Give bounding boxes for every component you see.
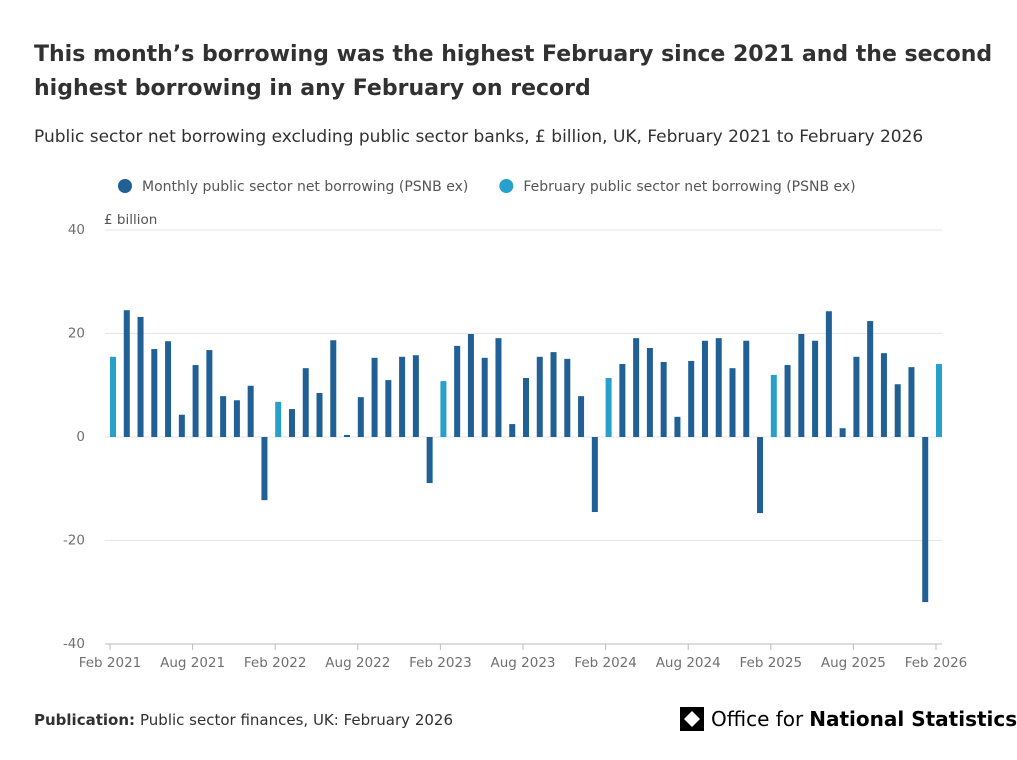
logo-text: Office for <box>711 707 804 731</box>
bar <box>523 378 529 437</box>
bar <box>619 364 626 437</box>
legend-swatch <box>499 179 514 193</box>
bar <box>233 400 240 437</box>
footer: Publication: Public sector finances, UK: … <box>34 711 453 729</box>
bar <box>729 368 736 437</box>
bar <box>880 353 887 437</box>
bar <box>302 368 309 437</box>
bar <box>261 437 268 501</box>
legend-label: February public sector net borrowing (PS… <box>523 179 855 195</box>
bar <box>316 393 323 437</box>
y-tick-label: 40 <box>68 222 85 238</box>
bar <box>605 378 612 437</box>
bar <box>412 355 419 437</box>
bar <box>440 381 447 437</box>
legend-label: Monthly public sector net borrowing (PSN… <box>142 179 468 195</box>
x-tick-label: Feb 2024 <box>574 655 637 671</box>
bar <box>908 367 915 437</box>
bar <box>660 361 667 437</box>
bar <box>646 347 653 437</box>
bar <box>206 350 213 437</box>
bar <box>688 360 695 437</box>
bar <box>178 414 185 437</box>
x-tick-label: Aug 2022 <box>325 655 390 671</box>
bar <box>247 385 254 437</box>
bar <box>757 437 764 514</box>
logo-text: National Statistics <box>809 707 1017 731</box>
y-axis-label: £ billion <box>104 212 157 228</box>
bar <box>220 396 227 437</box>
bar <box>371 357 378 437</box>
bar <box>467 334 474 437</box>
bar <box>481 357 488 437</box>
y-tick-label: -20 <box>63 533 85 549</box>
bar <box>509 424 516 437</box>
bar <box>385 380 392 437</box>
x-tick-label: Feb 2021 <box>79 655 142 671</box>
bar <box>426 437 433 484</box>
x-tick-label: Aug 2021 <box>160 655 225 671</box>
bar <box>674 416 681 437</box>
bar <box>330 340 337 437</box>
bar <box>578 396 585 437</box>
bar <box>812 340 819 437</box>
bar <box>825 311 832 437</box>
publication: Public sector finances, UK: February 202… <box>140 711 453 729</box>
bar <box>784 365 791 437</box>
y-tick-label: -40 <box>63 636 85 652</box>
bar <box>344 434 351 437</box>
x-tick-label: Feb 2025 <box>740 655 803 671</box>
y-tick-label: 20 <box>68 326 85 342</box>
logo-mark <box>684 711 700 727</box>
chart-title: highest borrowing in any February on rec… <box>34 76 591 101</box>
bar <box>770 374 777 437</box>
x-tick-label: Feb 2026 <box>905 655 968 671</box>
x-tick-label: Aug 2025 <box>821 655 886 671</box>
chart-title: This month’s borrowing was the highest F… <box>34 42 992 67</box>
bar <box>894 384 901 437</box>
bar <box>110 356 116 437</box>
bar <box>936 364 942 437</box>
bar <box>564 358 571 437</box>
bar <box>743 340 750 437</box>
bar <box>853 356 860 437</box>
bar <box>701 340 708 437</box>
bar <box>922 437 929 603</box>
bar <box>288 409 295 437</box>
x-tick-label: Aug 2024 <box>656 655 721 671</box>
bar <box>151 349 158 437</box>
bar <box>357 397 364 437</box>
bar <box>192 365 199 437</box>
bar <box>495 338 502 437</box>
bar <box>137 316 144 437</box>
logo-text: Office for National Statistics <box>711 707 1017 731</box>
y-tick-label: 0 <box>76 429 85 445</box>
bar <box>715 338 722 437</box>
bar <box>275 401 282 437</box>
bar <box>123 310 130 437</box>
publication-label: Publication: <box>34 711 135 729</box>
bar <box>839 428 846 437</box>
bar <box>399 356 406 437</box>
chart-subtitle: Public sector net borrowing excluding pu… <box>34 127 923 147</box>
bar <box>454 345 461 437</box>
bar <box>798 334 805 437</box>
x-tick-label: Feb 2023 <box>409 655 472 671</box>
bar <box>165 341 172 437</box>
bar <box>867 321 874 437</box>
bar <box>550 352 557 437</box>
bar <box>591 437 598 513</box>
bar <box>633 338 640 437</box>
bar <box>536 356 543 437</box>
logo: Office for National Statistics <box>680 707 1017 731</box>
legend-swatch <box>118 179 132 193</box>
x-tick-label: Feb 2022 <box>244 655 307 671</box>
x-tick-label: Aug 2023 <box>490 655 555 671</box>
